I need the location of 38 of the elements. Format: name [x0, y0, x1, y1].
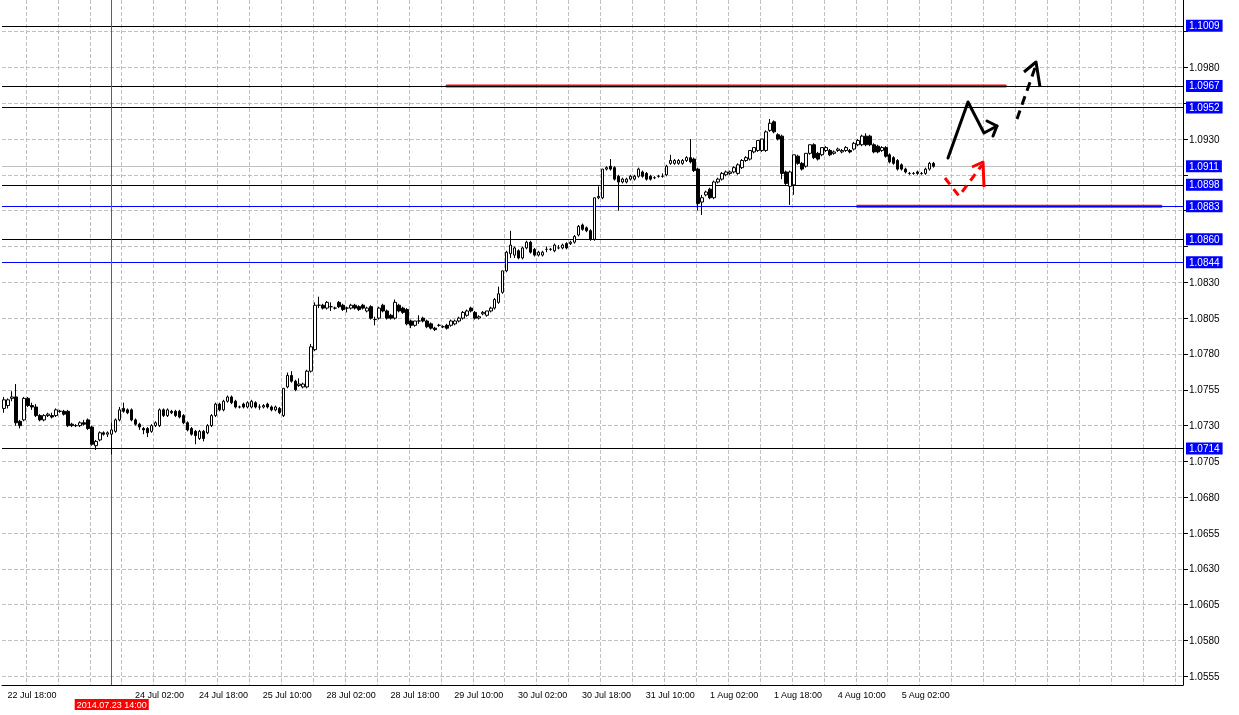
y-tick-label: 1.0655 [1189, 527, 1221, 539]
x-tick-label: 5 Aug 02:00 [901, 689, 950, 700]
ref-line-label: 1.0883 [1189, 200, 1221, 212]
ref-line-label: 1.0911 [1189, 160, 1220, 172]
y-tick-label: 1.0580 [1189, 635, 1221, 647]
x-tick-label: 28 Jul 02:00 [326, 689, 376, 700]
x-tick-label: 31 Jul 10:00 [645, 689, 695, 700]
y-tick-label: 1.0830 [1189, 276, 1221, 288]
x-tick-label: 29 Jul 10:00 [454, 689, 504, 700]
ref-line-label: 1.1009 [1189, 20, 1221, 32]
y-tick-label: 1.0630 [1189, 563, 1221, 575]
x-tick-label: 30 Jul 02:00 [518, 689, 568, 700]
y-tick-label: 1.0930 [1189, 133, 1221, 145]
x-tick-label: 25 Jul 10:00 [262, 689, 312, 700]
x-tick-label: 24 Jul 18:00 [198, 689, 248, 700]
y-tick-label: 1.0780 [1189, 348, 1221, 360]
x-tick-label: 30 Jul 18:00 [581, 689, 631, 700]
y-tick-label: 1.0755 [1189, 384, 1221, 396]
x-tick-label: 24 Jul 02:00 [135, 689, 185, 700]
x-tick-label: 2014.07.23 14:00 [76, 699, 147, 710]
x-tick-label: 28 Jul 18:00 [390, 689, 440, 700]
x-tick-label: 1 Aug 02:00 [710, 689, 759, 700]
ref-line-label: 1.0952 [1189, 101, 1221, 113]
ref-line-label: 1.0898 [1189, 179, 1221, 191]
x-tick-label: 4 Aug 10:00 [837, 689, 886, 700]
x-tick-label: 22 Jul 18:00 [7, 689, 57, 700]
y-tick-label: 1.0705 [1189, 455, 1221, 467]
ref-line-label: 1.0860 [1189, 233, 1221, 245]
ref-line-label: 1.0844 [1189, 256, 1221, 268]
y-tick-label: 1.0555 [1189, 670, 1221, 682]
ref-line-label: 1.0714 [1189, 443, 1221, 455]
y-tick-label: 1.0730 [1189, 420, 1221, 432]
y-tick-label: 1.0980 [1189, 61, 1221, 73]
y-tick-label: 1.0605 [1189, 599, 1221, 611]
x-tick-label: 1 Aug 18:00 [773, 689, 822, 700]
y-tick-label: 1.0680 [1189, 491, 1221, 503]
ref-line-label: 1.0967 [1189, 80, 1221, 92]
y-tick-label: 1.0805 [1189, 312, 1221, 324]
